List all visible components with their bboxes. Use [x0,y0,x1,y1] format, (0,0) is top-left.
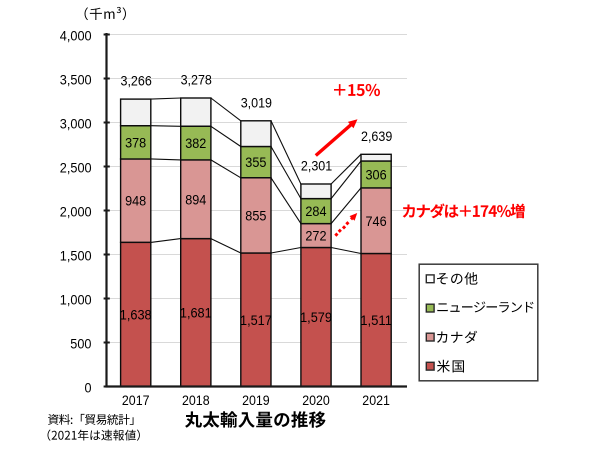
svg-text:284: 284 [305,204,326,220]
svg-text:746: 746 [366,214,387,230]
svg-text:1,511: 1,511 [360,313,392,329]
svg-text:4,000: 4,000 [60,29,92,45]
svg-text:2,639: 2,639 [361,129,392,145]
svg-text:3,500: 3,500 [60,73,92,89]
svg-text:272: 272 [305,229,326,245]
svg-text:3,019: 3,019 [241,95,272,111]
svg-text:378: 378 [125,135,146,151]
svg-text:948: 948 [125,194,146,210]
svg-text:1,500: 1,500 [60,249,92,265]
svg-text:1,681: 1,681 [180,306,212,322]
svg-text:3,266: 3,266 [121,74,152,90]
svg-text:0: 0 [85,381,92,397]
svg-text:2020: 2020 [302,393,330,409]
svg-text:1,638: 1,638 [120,308,152,324]
svg-text:2021: 2021 [362,393,390,409]
svg-text:1,517: 1,517 [240,313,272,329]
svg-text:2,000: 2,000 [60,205,92,221]
svg-text:306: 306 [366,168,387,184]
svg-text:1,000: 1,000 [60,293,92,309]
svg-text:2018: 2018 [182,393,210,409]
svg-text:355: 355 [245,155,266,171]
svg-text:2017: 2017 [122,393,150,409]
svg-text:2,301: 2,301 [301,159,332,175]
svg-text:1,579: 1,579 [300,310,332,326]
svg-text:894: 894 [185,192,206,208]
svg-text:382: 382 [185,136,206,152]
svg-text:500: 500 [70,337,91,353]
svg-text:3,000: 3,000 [60,117,92,133]
svg-text:3,278: 3,278 [181,73,212,89]
svg-text:2,500: 2,500 [60,161,92,177]
svg-text:2019: 2019 [242,393,270,409]
svg-text:855: 855 [245,209,266,225]
